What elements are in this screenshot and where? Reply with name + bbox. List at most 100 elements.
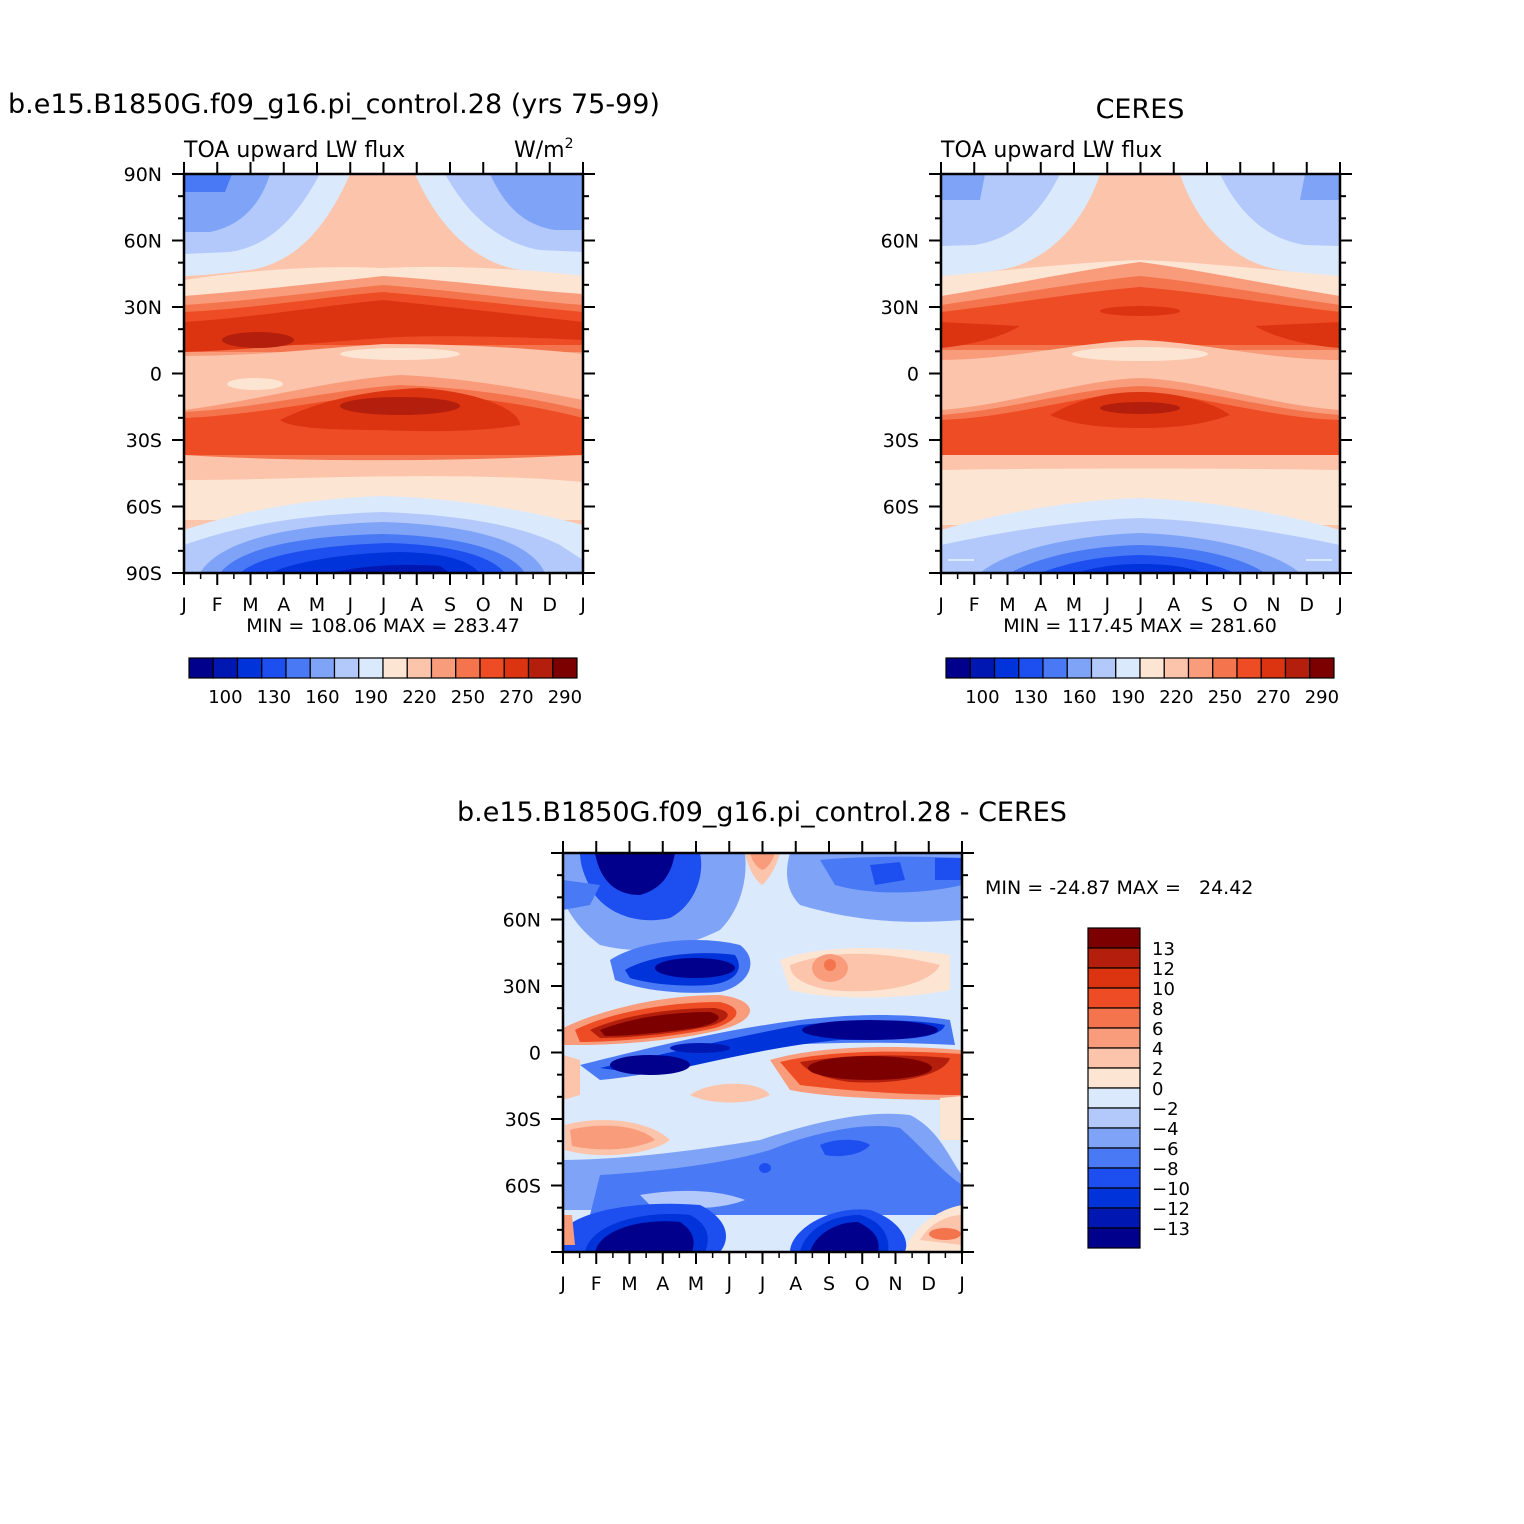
panel-ceres-colorbar-swatch [1309,657,1335,679]
panel-diff-colorbar-label: 4 [1152,1039,1163,1060]
panel-diff-x-tick-label: F [591,1273,602,1295]
panel-ceres-colorbar-label: 100 [965,687,999,708]
panel-ceres-x-tick-label: S [1201,594,1213,616]
panel-ceres-x-tick-label: M [999,594,1015,616]
panel-model-x-tick-label: A [410,594,423,616]
panel-diff-y-tick-label: 30N [503,976,541,998]
panel-model-colorbar-swatch [236,657,263,679]
panel-model-x-tick-label: F [212,594,223,616]
panel-ceres-colorbar-label: 220 [1159,687,1193,708]
panel-ceres-x-tick-label: J [937,594,944,616]
panel-ceres-x-tick-label: J [1103,594,1110,616]
panel-model-colorbar-swatch [212,657,239,679]
panel-diff-colorbar-swatch [1087,1027,1141,1049]
panel-ceres-colorbar-swatch [1090,657,1117,679]
panel-diff-title: b.e15.B1850G.f09_g16.pi_control.28 - CER… [457,797,1067,828]
panel-model-colorbar-swatch [285,657,311,679]
panel-ceres-colorbar-swatch [1042,657,1068,679]
panel-diff-colorbar-label: 8 [1152,999,1163,1020]
panel-ceres-colorbar-swatch [1066,657,1093,679]
panel-diff-colorbar-label: 2 [1152,1059,1163,1080]
panel-diff-colorbar-swatch [1087,1007,1141,1029]
panel-diff-y-tick-label: 30S [505,1109,541,1131]
panel-ceres-colorbar-swatch [1018,657,1044,679]
panel-ceres-colorbar-label: 130 [1014,687,1048,708]
panel-diff-colorbar-swatch [1087,1127,1141,1149]
panel-diff-colorbar-swatch [1087,927,1141,949]
panel-diff-colorbar-label: 10 [1152,979,1175,1000]
panel-model-field [184,174,583,573]
panel-model-x-tick-label: J [180,594,187,616]
panel-ceres-x-tick-label: J [1336,594,1343,616]
panel-diff-colorbar-swatch [1087,1047,1141,1069]
panel-model-colorbar-swatch [552,657,578,679]
panel-ceres-x-tick-label: D [1299,594,1314,616]
panel-diff-field [563,853,962,1252]
panel-diff-colorbar-label: 0 [1152,1079,1163,1100]
panel-ceres-colorbar-label: 190 [1111,687,1145,708]
panel-ceres-y-tick-label: 30S [883,430,919,452]
panel-model-colorbar-swatch [455,657,481,679]
panel-diff-x-tick-label: J [958,1273,965,1295]
panel-diff-colorbar-swatch [1087,1087,1141,1109]
panel-model-y-tick-label: 30S [126,430,162,452]
panel-model-units: W/m2 [514,136,574,163]
panel-ceres-x-tick-label: M [1066,594,1082,616]
panel-model-y-tick-label: 90S [126,563,162,585]
panel-diff-colorbar-label: 12 [1152,959,1175,980]
panel-model-colorbar-swatch [188,657,214,679]
panel-model-colorbar-swatch [261,657,287,679]
panel-model-colorbar-swatch [527,657,554,679]
panel-model-colorbar-label: 270 [499,687,533,708]
panel-diff-y-tick-label: 0 [529,1043,541,1065]
panel-diff-colorbar-swatch [1087,1167,1141,1189]
panel-diff-colorbar-swatch [1087,947,1141,969]
panel-diff-x-tick-label: N [888,1273,902,1295]
panel-diff-x-tick-label: M [688,1273,704,1295]
panel-ceres-x-tick-label: A [1034,594,1047,616]
panel-diff-x-tick-label: J [559,1273,566,1295]
panel-ceres-stats: MIN = 117.45 MAX = 281.60 [1003,615,1277,637]
panel-ceres: CERES TOA upward LW flux [881,94,1352,708]
panel-ceres-colorbar-swatch [993,657,1020,679]
panel-model-x-tick-label: A [277,594,290,616]
panel-ceres-field [941,174,1340,573]
panel-ceres-variable: TOA upward LW flux [940,138,1162,163]
panel-model-y-tick-label: 0 [150,364,162,386]
panel-ceres-colorbar-label: 250 [1208,687,1242,708]
panel-diff-x-tick-label: A [656,1273,669,1295]
panel-diff-x-tick-label: J [759,1273,766,1295]
panel-model-colorbar-swatch [406,657,433,679]
panel-ceres-x-tick-label: J [1137,594,1144,616]
panel-model-colorbar-swatch [382,657,408,679]
panel-model-y-tick-label: 60N [124,231,162,253]
panel-diff-colorbar-swatch [1087,987,1141,1009]
panel-model-y-tick-label: 30N [124,297,162,319]
panel-model-colorbar-label: 100 [208,687,242,708]
panel-diff-y-tick-label: 60S [505,1176,541,1198]
panel-ceres-colorbar-swatch [1163,657,1190,679]
panel-ceres-y-tick-label: 0 [907,364,919,386]
panel-diff-colorbar-swatch [1087,1147,1141,1169]
panel-model-colorbar-label: 190 [354,687,388,708]
panel-diff-x-tick-label: D [921,1273,936,1295]
panel-model-variable: TOA upward LW flux [183,138,405,163]
panel-model-colorbar: 100 130 160 190 220 250 270 290 [188,657,582,708]
panel-diff-colorbar-swatch [1087,1067,1141,1089]
panel-diff-colorbar-label: −8 [1152,1159,1179,1180]
panel-diff-colorbar-swatch [1087,1227,1141,1249]
panel-diff-colorbar-label: −6 [1152,1139,1179,1160]
panel-ceres-colorbar-swatch [1260,657,1287,679]
panel-model-y-tick-label: 90N [124,164,162,186]
panel-diff-x-tick-label: J [725,1273,732,1295]
panel-diff-colorbar-label: −2 [1152,1099,1179,1120]
panel-model: b.e15.B1850G.f09_g16.pi_control.28 (yrs … [8,89,660,708]
panel-model-colorbar-label: 130 [257,687,291,708]
panel-ceres-colorbar-swatch [1236,657,1262,679]
panel-diff-colorbar-label: 6 [1152,1019,1163,1040]
panel-ceres-y-tick-label: 30N [881,297,919,319]
